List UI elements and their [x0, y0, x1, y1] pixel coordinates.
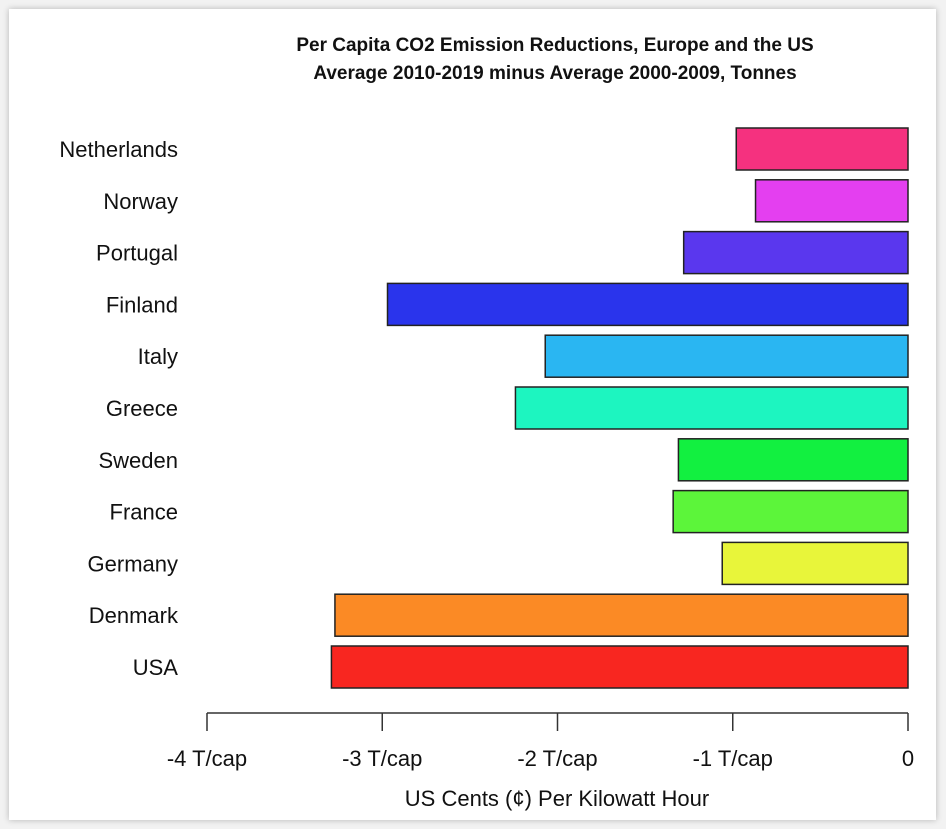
x-tick-label: -1 T/cap: [693, 746, 773, 771]
bar-finland: [386, 282, 909, 327]
category-label-norway: Norway: [103, 189, 178, 214]
bar-portugal: [682, 230, 909, 275]
bar-sweden: [677, 438, 909, 482]
bars-group: [330, 127, 909, 689]
category-label-usa: USA: [133, 655, 179, 680]
bar-usa: [330, 645, 909, 689]
bar-norway: [754, 179, 909, 223]
category-label-netherlands: Netherlands: [59, 137, 178, 162]
bar-germany: [721, 541, 909, 586]
chart-title: Per Capita CO2 Emission Reductions, Euro…: [296, 35, 813, 56]
bar-greece: [514, 386, 909, 430]
category-labels: Netherlands Norway Portugal Finland Italy Gre…: [59, 137, 179, 680]
category-label-sweden: Sweden: [98, 448, 178, 473]
x-tick-label: -3 T/cap: [342, 746, 422, 771]
bar-denmark: [334, 593, 909, 637]
bar-netherlands: [735, 127, 909, 171]
category-label-france: France: [110, 500, 178, 525]
chart-subtitle: Average 2010-2019 minus Average 2000-200…: [313, 63, 796, 84]
x-axis: -4 T/cap -3 T/cap -2 T/cap -1 T/cap 0: [167, 712, 914, 771]
category-label-italy: Italy: [138, 344, 178, 369]
bar-france: [672, 489, 909, 534]
x-axis-label: US Cents (¢) Per Kilowatt Hour: [405, 786, 709, 811]
category-label-greece: Greece: [106, 396, 178, 421]
category-label-germany: Germany: [88, 551, 178, 576]
category-label-finland: Finland: [106, 292, 178, 317]
x-tick-label: 0: [902, 746, 914, 771]
category-label-denmark: Denmark: [89, 603, 179, 628]
x-tick-label: -4 T/cap: [167, 746, 247, 771]
bar-italy: [544, 334, 909, 378]
x-tick-label: -2 T/cap: [517, 746, 597, 771]
category-label-portugal: Portugal: [96, 241, 178, 266]
